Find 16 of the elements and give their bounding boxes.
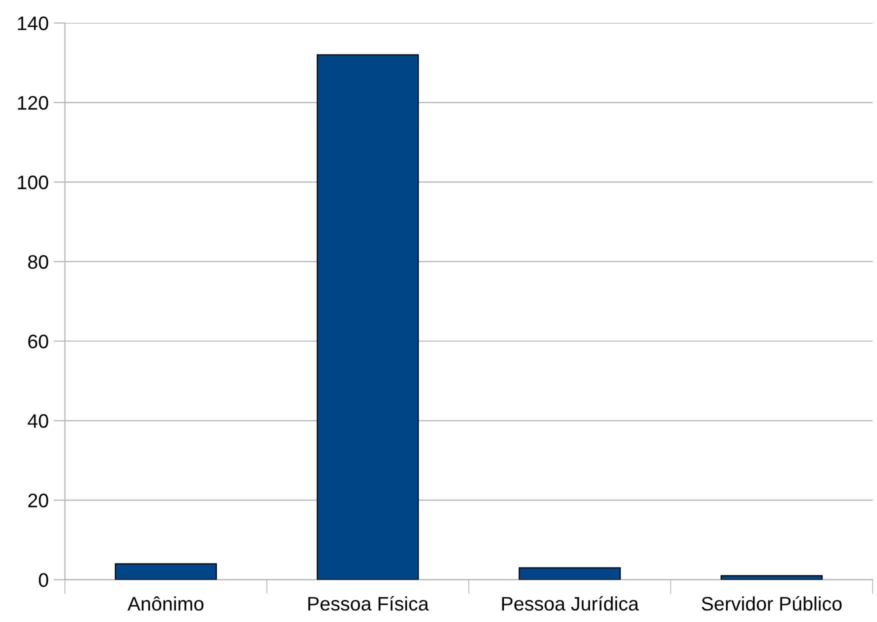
bar: [518, 567, 621, 580]
x-tick-label: Servidor Público: [702, 596, 842, 611]
y-tick-label: 0: [38, 573, 48, 587]
y-tick-label: 120: [18, 96, 48, 110]
x-tick-label: Pessoa Jurídica: [502, 596, 639, 611]
bar: [316, 54, 419, 580]
x-tick-label: Anônimo: [128, 596, 204, 611]
y-tick-label: 20: [28, 494, 48, 508]
y-tick-label: 140: [18, 16, 48, 30]
bar: [720, 575, 823, 580]
y-tick-label: 40: [28, 414, 48, 428]
bar: [114, 563, 217, 580]
y-tick-label: 80: [28, 255, 48, 269]
x-tick-label: Pessoa Física: [308, 596, 429, 611]
y-tick-label: 60: [28, 334, 48, 348]
y-tick-label: 100: [18, 176, 48, 190]
